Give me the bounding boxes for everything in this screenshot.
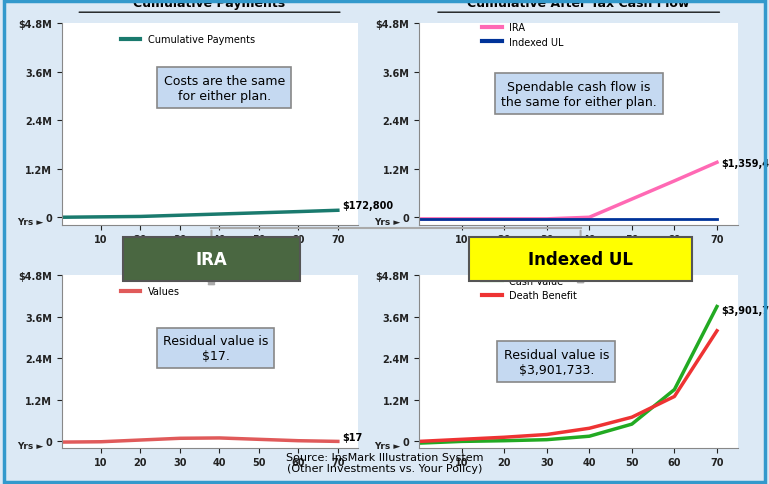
Text: Cumulative Payments: Cumulative Payments xyxy=(134,0,285,10)
Text: Yrs ►: Yrs ► xyxy=(18,218,44,227)
Text: Residual value is
$17.: Residual value is $17. xyxy=(163,334,268,362)
Text: IRA: IRA xyxy=(195,250,228,269)
Text: $172,800: $172,800 xyxy=(341,201,393,211)
Text: Spendable cash flow is
the same for either plan.: Spendable cash flow is the same for eith… xyxy=(501,80,657,108)
Text: $1,359,480: $1,359,480 xyxy=(721,158,769,168)
Text: $17: $17 xyxy=(341,432,362,442)
Text: Residual value is
$3,901,733.: Residual value is $3,901,733. xyxy=(504,348,609,376)
Text: $3,901,733: $3,901,733 xyxy=(721,306,769,316)
Legend: Cumulative Payments: Cumulative Payments xyxy=(117,31,259,49)
Text: Yrs ►: Yrs ► xyxy=(374,441,400,450)
Legend: Values: Values xyxy=(117,283,184,300)
Text: Yrs ►: Yrs ► xyxy=(18,441,44,450)
Text: Source: InsMark Illustration System
(Other Investments vs. Your Policy): Source: InsMark Illustration System (Oth… xyxy=(286,452,483,473)
Legend: Cash Value, Death Benefit: Cash Value, Death Benefit xyxy=(478,272,581,305)
Text: Yrs ►: Yrs ► xyxy=(374,218,400,227)
Legend: IRA, Indexed UL: IRA, Indexed UL xyxy=(478,19,568,52)
Text: Indexed UL: Indexed UL xyxy=(528,250,633,269)
Text: Costs are the same
for either plan.: Costs are the same for either plan. xyxy=(164,75,285,103)
Text: Cumulative After Tax Cash Flow: Cumulative After Tax Cash Flow xyxy=(468,0,690,10)
